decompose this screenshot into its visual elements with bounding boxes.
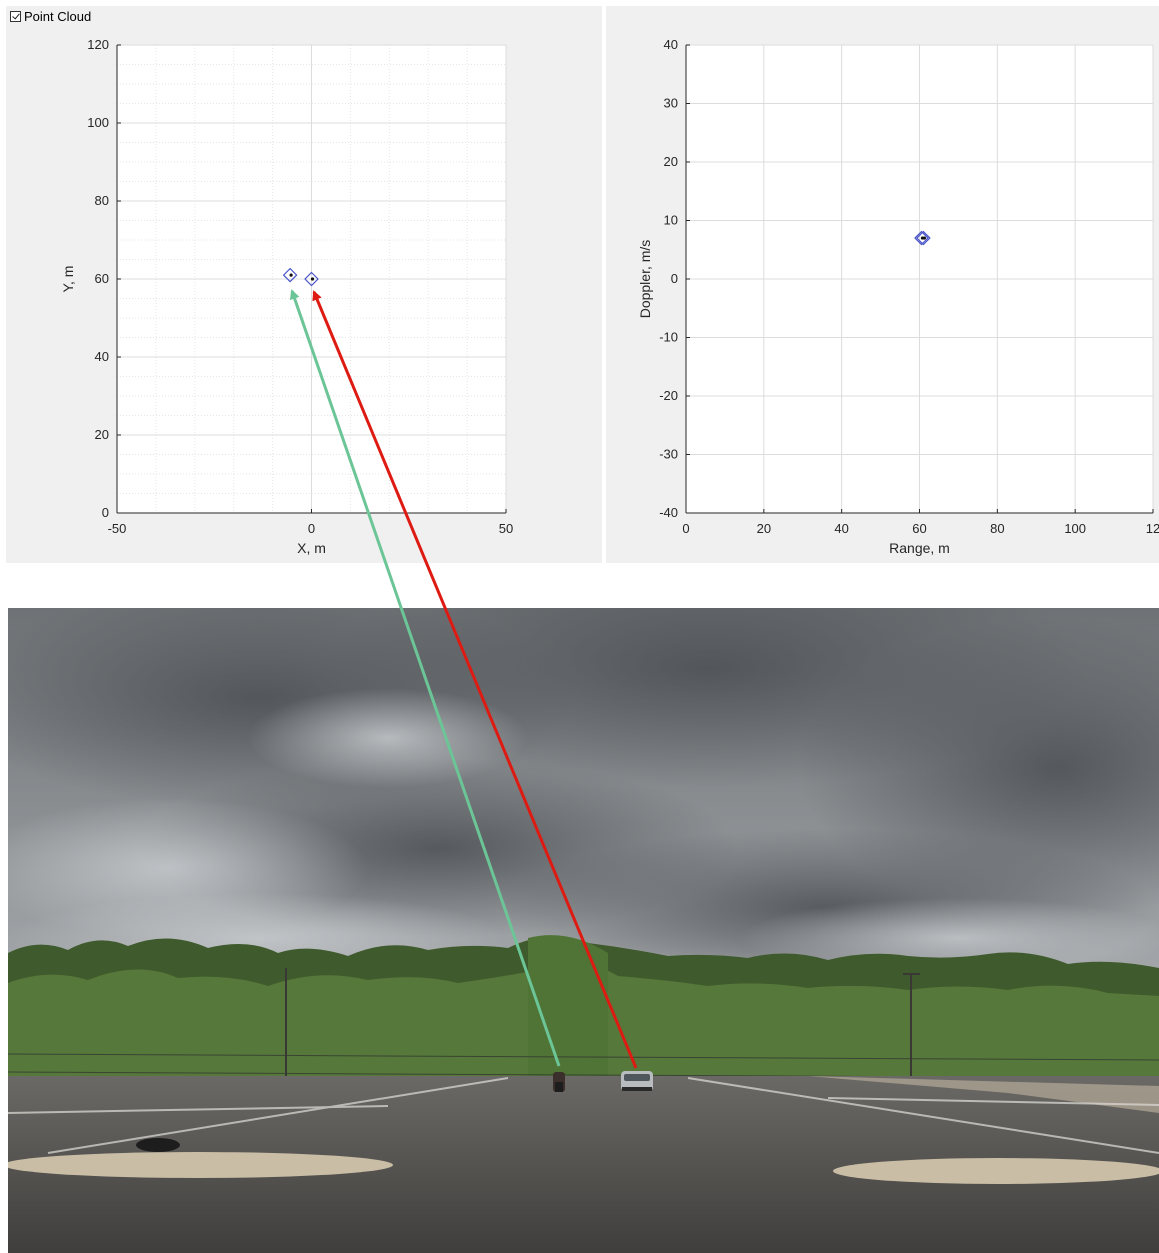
chart-2: 0 20 40 60 80 100 12 -40 -30 -20 -10 0 10 20 30 40 Range… [637, 37, 1159, 556]
x-tick-label: 50 [499, 521, 513, 536]
y-tick-label: 80 [95, 193, 109, 208]
lot-lines [8, 1077, 1159, 1154]
y-tick-label: 120 [87, 37, 109, 52]
y-tick-label: 30 [664, 96, 678, 111]
y-tick-label: 10 [664, 213, 678, 228]
detection-point [289, 273, 293, 277]
detection-marker [916, 230, 931, 246]
y-axis-label: Y, m [60, 266, 76, 293]
y-tick-label: 100 [87, 115, 109, 130]
y-axis-label: Doppler, m/s [637, 240, 653, 319]
x-tick-label: 0 [682, 521, 689, 536]
curb-islands [8, 1152, 1159, 1184]
y-tick-label: 40 [95, 349, 109, 364]
y-tick-label: 20 [95, 427, 109, 442]
y-tick-label: 0 [102, 505, 109, 520]
y-tick-label: 60 [95, 271, 109, 286]
bag-object [136, 1138, 180, 1152]
x-tick-label: 60 [912, 521, 926, 536]
y-tick-label: 20 [664, 154, 678, 169]
x-axis-label: X, m [297, 540, 326, 556]
y-tick-label: -20 [659, 388, 678, 403]
scene-photo [8, 608, 1159, 1253]
x-axis-label: Range, m [889, 540, 950, 556]
y-tick-label: 0 [671, 271, 678, 286]
detection-marker [304, 271, 319, 287]
y-tick-label: 40 [664, 37, 678, 52]
x-tick-label: 20 [757, 521, 771, 536]
x-tick-label: 12 [1146, 521, 1159, 536]
x-tick-label: 80 [990, 521, 1004, 536]
y-tick-label: -10 [659, 330, 678, 345]
checkbox-checked-icon[interactable] [10, 11, 21, 22]
detection-point [922, 236, 926, 240]
x-tick-label: 100 [1064, 521, 1086, 536]
y-tick-label: -40 [659, 505, 678, 520]
motorcycle [553, 1072, 565, 1092]
detection-point [310, 277, 315, 281]
y-tick-label: -30 [659, 447, 678, 462]
car [621, 1071, 653, 1091]
detection-marker [914, 230, 929, 246]
x-tick-label: 0 [308, 521, 315, 536]
x-tick-label: 40 [834, 521, 848, 536]
point-cloud-label: Point Cloud [24, 9, 92, 24]
clouds [8, 608, 1159, 988]
detection-marker [282, 267, 298, 283]
poles [285, 968, 920, 1083]
point-cloud-toggle[interactable]: Point Cloud [10, 9, 91, 24]
x-tick-label: -50 [108, 521, 127, 536]
